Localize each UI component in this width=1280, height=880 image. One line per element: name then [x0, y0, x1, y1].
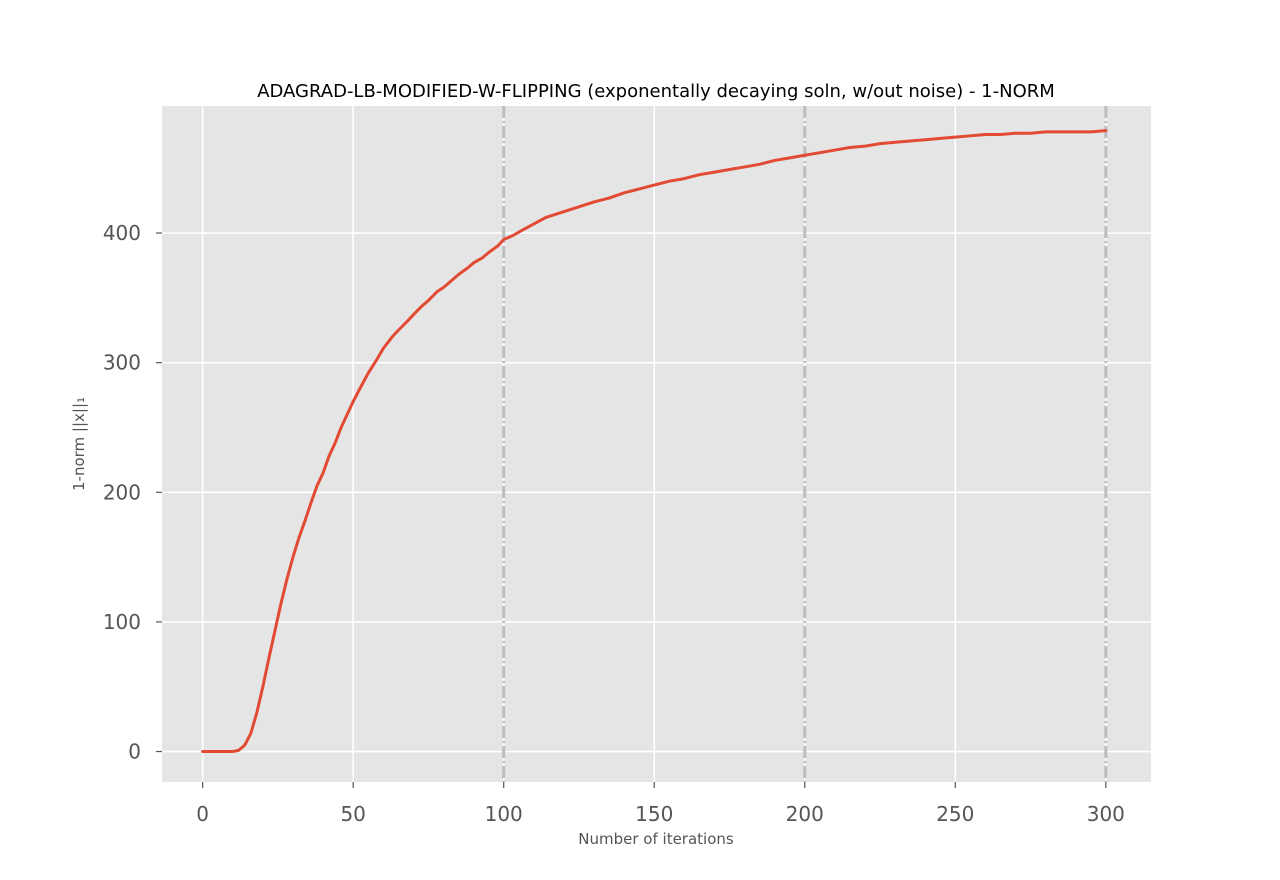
x-tick-label: 0: [196, 802, 209, 826]
vertical-reference-lines: [502, 106, 1108, 782]
x-tick-label: 50: [340, 802, 365, 826]
x-tick-label: 150: [635, 802, 673, 826]
x-tick-label: 200: [786, 802, 824, 826]
y-tick-label: 300: [103, 351, 141, 375]
y-tick-label: 200: [103, 480, 141, 504]
axis-ticks: 0 50 100 150 200 250 300 0 100 200 300 400: [103, 221, 1125, 826]
y-tick-label: 100: [103, 610, 141, 634]
x-axis-label: Number of iterations: [578, 830, 734, 848]
plot-area: [162, 106, 1151, 782]
y-axis-label: 1-norm ||x||₁: [70, 397, 88, 491]
chart-title: ADAGRAD-LB-MODIFIED-W-FLIPPING (exponent…: [257, 81, 1055, 102]
x-tick-label: 300: [1087, 802, 1125, 826]
series-line: [201, 129, 1108, 754]
series-layer: [201, 129, 1108, 754]
x-tick-label: 250: [936, 802, 974, 826]
y-tick-label: 0: [128, 740, 141, 764]
x-tick-label: 100: [485, 802, 523, 826]
grid: [162, 106, 1151, 782]
y-tick-label: 400: [103, 221, 141, 245]
